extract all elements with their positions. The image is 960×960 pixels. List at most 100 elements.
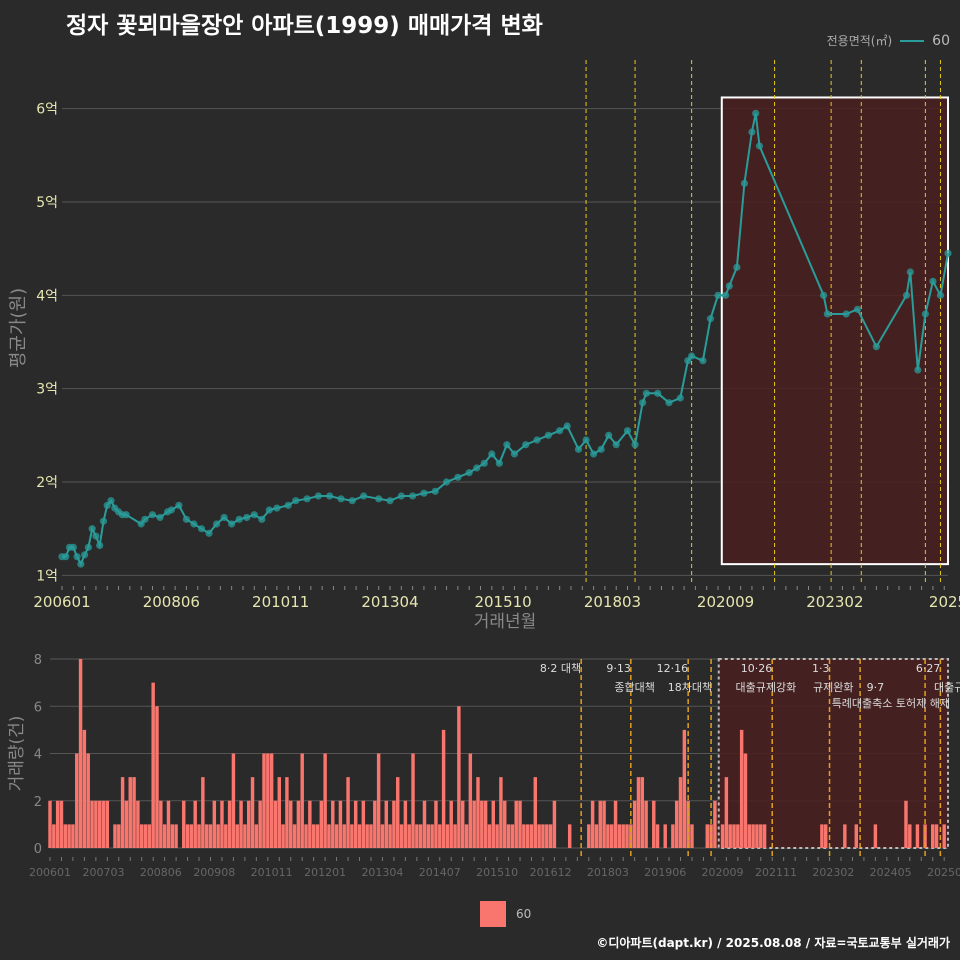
y-tick-label: 4억 xyxy=(36,288,58,304)
price-point xyxy=(488,450,496,458)
price-point xyxy=(556,427,564,435)
volume-bar xyxy=(671,824,675,848)
volume-bar xyxy=(250,777,255,848)
volume-bar xyxy=(464,824,469,848)
policy-label-date: 1·3 xyxy=(812,662,830,675)
price-point xyxy=(503,441,511,449)
price-point xyxy=(220,513,228,522)
price-point xyxy=(156,513,164,522)
volume-bar xyxy=(67,824,71,848)
volume-bar xyxy=(682,729,687,848)
volume-bar xyxy=(373,800,377,848)
price-point xyxy=(612,441,620,449)
volume-bar xyxy=(63,824,68,848)
volume-bar xyxy=(105,800,110,848)
x-tick-label: 201803 xyxy=(584,593,641,611)
price-point xyxy=(360,492,368,500)
volume-bar xyxy=(262,753,266,848)
price-point xyxy=(420,489,428,497)
volume-bar xyxy=(548,824,553,848)
volume-bar xyxy=(915,824,920,848)
volume-bar xyxy=(113,824,117,848)
price-point xyxy=(748,128,756,136)
volume-bar xyxy=(353,800,358,848)
price-point xyxy=(699,357,707,365)
x-tick-label: 200806 xyxy=(143,593,200,611)
volume-bar xyxy=(594,824,599,848)
price-point xyxy=(122,511,130,519)
price-point xyxy=(190,520,198,528)
volume-bar xyxy=(78,659,83,848)
footer-credit: ©디아파트(dapt.kr) / 2025.08.08 / 자료=국토교통부 실… xyxy=(596,936,950,950)
policy-label-date: 6·27 xyxy=(916,662,941,675)
legend-bottom: 60 xyxy=(480,901,531,927)
volume-bar xyxy=(854,824,859,848)
policy-label-name: 대출규 xyxy=(934,681,960,694)
bar-x-tick-label: 201304 xyxy=(361,866,403,879)
policy-label-name: 18차대책 xyxy=(668,681,712,694)
bar-x-tick-label: 200601 xyxy=(29,866,71,879)
x-tick-label: 202009 xyxy=(697,593,754,611)
bar-x-tick-label: 201906 xyxy=(644,866,686,879)
volume-bar xyxy=(743,753,748,848)
price-point xyxy=(665,399,673,407)
price-point xyxy=(81,551,89,559)
volume-bar xyxy=(220,800,224,848)
volume-bar xyxy=(908,824,912,848)
price-point xyxy=(337,495,345,503)
volume-bar xyxy=(246,800,251,848)
price-point xyxy=(823,310,831,318)
volume-bar xyxy=(350,824,354,848)
volume-bar xyxy=(315,824,320,848)
volume-bar xyxy=(820,824,824,848)
price-point xyxy=(725,282,733,290)
volume-bar xyxy=(97,800,102,848)
price-point xyxy=(375,495,383,503)
highlight-box xyxy=(720,96,949,566)
volume-bar xyxy=(453,824,457,848)
price-point xyxy=(510,450,519,458)
bar-x-tick-label: 202405 xyxy=(870,866,912,879)
price-point xyxy=(582,436,590,444)
volume-bar xyxy=(361,800,366,848)
price-point xyxy=(740,179,749,187)
volume-bar xyxy=(331,800,335,848)
volume-bar xyxy=(380,824,385,848)
volume-bar xyxy=(227,800,232,848)
volume-bar xyxy=(254,824,259,848)
volume-bar xyxy=(529,824,534,848)
volume-bar xyxy=(934,824,939,848)
bar-x-tick-label: 202302 xyxy=(812,866,854,879)
volume-bar xyxy=(132,777,136,848)
price-point xyxy=(250,511,258,519)
price-point xyxy=(235,515,243,523)
price-point xyxy=(141,515,149,523)
volume-bar xyxy=(139,824,144,848)
price-point xyxy=(431,487,439,495)
volume-bar xyxy=(438,824,442,848)
price-point xyxy=(205,529,213,537)
volume-bar xyxy=(338,800,343,848)
volume-bar xyxy=(239,800,243,848)
volume-bar xyxy=(136,800,140,848)
price-point xyxy=(258,515,266,523)
volume-bar xyxy=(304,824,308,848)
volume-bar xyxy=(193,800,197,848)
volume-bar xyxy=(751,824,755,848)
volume-bar xyxy=(388,824,392,848)
volume-bar xyxy=(269,753,274,848)
price-point xyxy=(676,394,684,402)
price-point xyxy=(326,492,334,500)
volume-bar xyxy=(369,824,373,848)
policy-label-date: 10·26 xyxy=(741,662,773,675)
volume-bar xyxy=(86,753,90,848)
bar-x-tick-label: 201407 xyxy=(419,866,461,879)
volume-bar xyxy=(300,753,304,848)
volume-bar xyxy=(266,753,270,848)
volume-bar xyxy=(403,800,408,848)
price-point xyxy=(533,436,541,444)
price-point xyxy=(480,459,488,467)
y-tick-label: 6억 xyxy=(36,102,58,118)
bar-x-tick-label: 202508 xyxy=(927,866,960,879)
volume-bar xyxy=(430,824,434,848)
